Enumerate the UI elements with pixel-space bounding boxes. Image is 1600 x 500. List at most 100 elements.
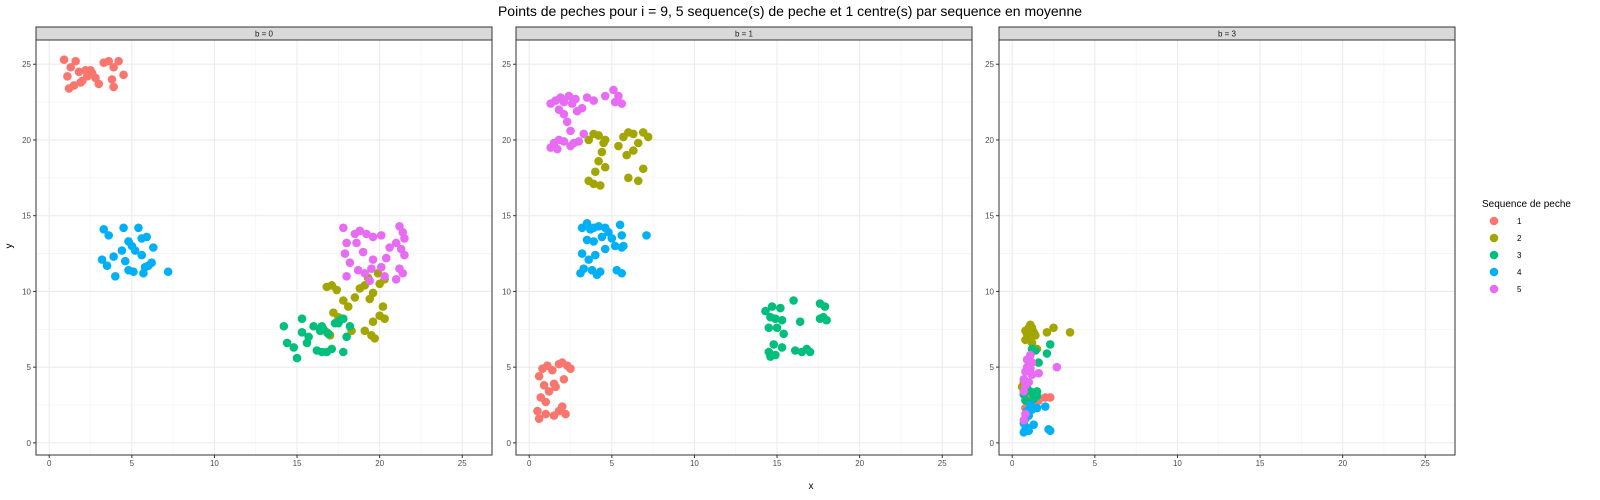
data-point-seq-5	[559, 137, 569, 146]
data-point-seq-5	[562, 117, 572, 127]
data-point-seq-5	[380, 271, 389, 281]
data-point-seq-4	[120, 256, 130, 266]
data-point-seq-5	[342, 238, 351, 248]
legend-key	[1489, 216, 1499, 226]
x-tick-label: 25	[458, 459, 467, 468]
axis-ticks: 0 5 10 15 20 25 0 5 10 15 20 25	[502, 60, 947, 468]
y-tick-label: 0	[990, 439, 995, 448]
data-points	[1017, 320, 1075, 437]
data-point-seq-3	[766, 312, 775, 322]
data-point-seq-4	[600, 244, 610, 254]
data-point-seq-4	[591, 250, 600, 260]
data-point-seq-2	[629, 129, 638, 139]
data-point-seq-1	[87, 69, 97, 78]
data-point-seq-3	[769, 340, 779, 349]
data-point-seq-4	[109, 252, 118, 261]
data-point-seq-1	[548, 365, 557, 375]
data-point-seq-1	[107, 75, 117, 84]
data-point-seq-4	[604, 228, 613, 237]
facet-strip-label: b = 1	[735, 30, 754, 39]
data-point-seq-1	[534, 414, 544, 423]
legend-item: 2	[1489, 233, 1522, 243]
data-point-seq-2	[1042, 328, 1052, 337]
data-point-seq-3	[297, 314, 307, 323]
data-point-seq-5	[566, 126, 575, 136]
data-point-seq-4	[589, 237, 598, 246]
x-tick-label: 10	[690, 459, 699, 468]
data-point-seq-2	[339, 296, 348, 305]
data-point-seq-5	[572, 106, 582, 116]
data-point-seq-5	[377, 262, 386, 272]
data-point-seq-4	[610, 241, 620, 251]
legend-key	[1489, 267, 1499, 277]
data-point-seq-3	[324, 329, 333, 339]
facet-panels: b = 0 0 5 10 15 20 25 0 5 10 15 20 25 b = 1 0 5 10 15 20 25…	[22, 26, 1456, 468]
data-point-seq-4	[594, 222, 603, 231]
data-points	[533, 85, 831, 423]
data-point-seq-4	[111, 271, 120, 281]
data-point-seq-3	[777, 315, 787, 325]
data-point-seq-3	[342, 332, 351, 342]
data-point-seq-2	[622, 150, 631, 160]
data-point-seq-5	[610, 97, 620, 107]
data-point-seq-1	[81, 65, 90, 75]
data-point-seq-3	[330, 318, 340, 328]
data-point-seq-2	[614, 141, 623, 151]
data-point-seq-5	[345, 258, 355, 267]
data-point-seq-5	[377, 231, 386, 240]
facet-panel: b = 1 0 5 10 15 20 25 0 5 10 15 20 25	[502, 26, 973, 468]
legend-key	[1489, 284, 1499, 294]
data-point-seq-2	[597, 147, 607, 157]
data-point-seq-2	[365, 294, 375, 304]
data-point-seq-3	[761, 306, 770, 316]
data-point-seq-3	[805, 347, 815, 357]
data-point-seq-4	[142, 232, 151, 242]
data-point-seq-4	[582, 235, 592, 245]
data-point-seq-2	[380, 314, 389, 323]
data-point-seq-3	[289, 343, 299, 352]
data-point-seq-2	[1049, 323, 1058, 333]
data-point-seq-5	[1027, 370, 1037, 380]
x-tick-label: 0	[1010, 459, 1015, 468]
data-point-seq-3	[282, 338, 292, 348]
data-point-seq-3	[772, 323, 782, 333]
x-tick-label: 25	[1421, 459, 1430, 468]
data-point-seq-3	[345, 321, 355, 331]
data-point-seq-1	[74, 67, 84, 77]
data-points	[59, 55, 409, 363]
data-point-seq-4	[615, 220, 625, 230]
data-point-seq-1	[76, 78, 85, 87]
data-point-seq-2	[1065, 328, 1075, 337]
data-point-seq-4	[597, 232, 607, 242]
data-point-seq-1	[104, 56, 113, 66]
data-point-seq-2	[368, 317, 378, 327]
y-tick-label: 5	[990, 363, 995, 372]
data-point-seq-1	[561, 409, 570, 419]
panel-border	[35, 39, 493, 456]
y-tick-label: 5	[507, 363, 512, 372]
x-tick-label: 15	[1256, 459, 1265, 468]
data-point-seq-5	[358, 247, 368, 257]
y-tick-label: 5	[27, 363, 32, 372]
data-point-seq-2	[332, 285, 342, 295]
data-point-seq-5	[582, 93, 592, 102]
data-point-seq-3	[777, 343, 787, 352]
data-point-seq-1	[551, 382, 560, 392]
data-point-seq-5	[367, 264, 376, 274]
data-point-seq-5	[381, 253, 391, 263]
y-tick-label: 15	[985, 212, 994, 221]
y-tick-label: 25	[985, 60, 994, 69]
data-point-seq-3	[317, 321, 327, 331]
data-point-seq-5	[355, 226, 365, 236]
legend-item: 1	[1489, 216, 1522, 226]
axis-ticks: 0 5 10 15 20 25 0 5 10 15 20 25	[22, 60, 467, 468]
panel-border	[998, 39, 1456, 456]
data-point-seq-4	[134, 223, 143, 233]
x-tick-label: 5	[130, 459, 135, 468]
x-tick-label: 20	[1338, 459, 1347, 468]
data-point-seq-4	[163, 267, 173, 277]
data-point-seq-5	[1026, 350, 1035, 360]
data-point-seq-3	[819, 312, 828, 322]
data-point-seq-2	[633, 176, 643, 186]
data-point-seq-5	[368, 232, 378, 242]
